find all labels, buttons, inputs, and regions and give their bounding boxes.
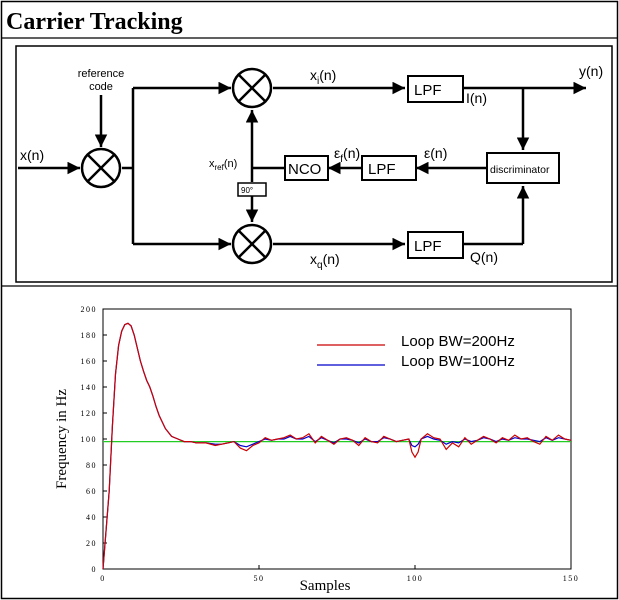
lpf-err-label: LPF xyxy=(368,161,396,178)
series-lines xyxy=(102,322,572,570)
frequency-chart: 0 20 40 60 80 100 120 140 160 180 200 0 50 100 150 Sa… xyxy=(54,305,580,594)
phase-shift-box xyxy=(237,182,267,197)
legend-label: Loop BW=100Hz xyxy=(401,353,515,370)
y-tick-label: 80 xyxy=(86,461,97,470)
x-tick-label: 100 xyxy=(407,574,424,583)
lpf-i-box xyxy=(407,75,464,103)
q-output-label: Q(n) xyxy=(470,249,498,265)
i-output-label: I(n) xyxy=(466,90,487,106)
series-line-bw200 xyxy=(102,322,572,570)
x-tick-label: 50 xyxy=(254,574,265,583)
phase-shift-label: 90° xyxy=(241,186,253,195)
y-tick-label: 200 xyxy=(81,305,98,314)
legend-label: Loop BW=200Hz xyxy=(401,333,515,350)
legend: Loop BW=200Hz Loop BW=100Hz xyxy=(317,333,515,370)
mixer-q xyxy=(231,223,273,265)
x-tick-label: 150 xyxy=(563,574,580,583)
nco-label: NCO xyxy=(288,161,321,178)
nco-box xyxy=(284,155,329,181)
y-tick-label: 40 xyxy=(86,513,97,522)
epsilon-label: ε(n) xyxy=(424,145,447,161)
y-output-label: y(n) xyxy=(579,63,603,79)
reference-code-label-line1: reference xyxy=(78,68,124,80)
reference-code-label-line2: code xyxy=(89,81,113,93)
x-axis-label: Samples xyxy=(300,578,351,594)
y-tick-label: 100 xyxy=(81,435,98,444)
xref-label: xref(n) xyxy=(209,158,237,172)
y-tick-label: 180 xyxy=(81,331,98,340)
y-tick-label: 0 xyxy=(92,565,98,574)
lpf-err-box xyxy=(361,155,417,181)
diagram-frame xyxy=(15,45,613,283)
mixer-input xyxy=(80,147,122,189)
y-tick-label: 120 xyxy=(81,409,98,418)
xi-label: xi(n) xyxy=(310,67,336,87)
input-label: x(n) xyxy=(20,147,44,163)
page-title: Carrier Tracking xyxy=(6,9,183,35)
y-axis: 0 20 40 60 80 100 120 140 160 180 200 xyxy=(81,305,107,574)
y-tick-label: 140 xyxy=(81,383,98,392)
y-axis-label: Frequency in Hz xyxy=(54,389,70,489)
epsilon-f-label: εf(n) xyxy=(334,145,360,165)
lpf-q-box xyxy=(407,231,464,259)
discriminator-box xyxy=(486,152,560,184)
y-tick-label: 20 xyxy=(86,539,97,548)
x-tick-label: 0 xyxy=(100,574,106,583)
lpf-q-label: LPF xyxy=(414,238,442,255)
xq-label: xq(n) xyxy=(310,251,340,271)
discriminator-label: discriminator xyxy=(490,164,550,176)
mixer-i xyxy=(231,67,273,109)
y-tick-label: 60 xyxy=(86,487,97,496)
lpf-i-label: LPF xyxy=(414,82,442,99)
y-tick-label: 160 xyxy=(81,357,98,366)
carrier-tracking-diagram xyxy=(18,81,586,251)
